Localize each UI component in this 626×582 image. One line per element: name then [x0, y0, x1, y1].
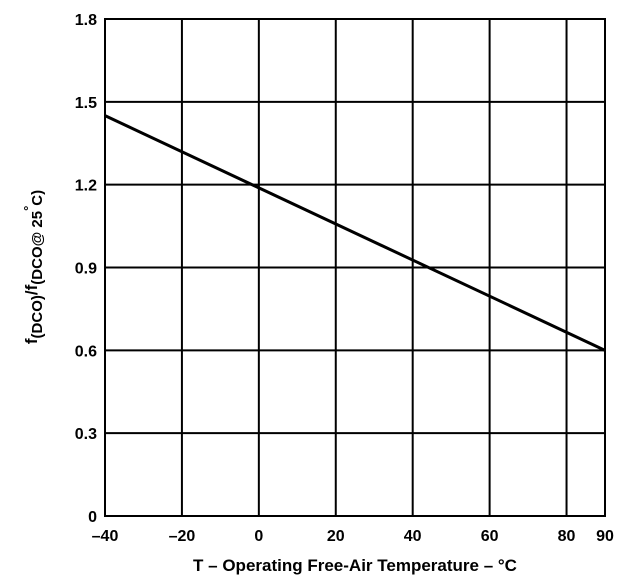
- x-tick-label: 40: [404, 528, 422, 545]
- y-axis-title-sub1: (DCO): [29, 295, 46, 338]
- series-layer: [104, 114, 606, 352]
- grid-lines: [104, 18, 606, 517]
- plot-frame: [104, 18, 606, 517]
- x-tick-label: 20: [327, 528, 345, 545]
- y-tick-labels: 0 0.3 0.6 0.9 1.2 1.5 1.8: [75, 12, 97, 526]
- y-axis-title-f1: f: [22, 338, 41, 344]
- y-tick-label: 0.3: [75, 426, 97, 443]
- x-tick-label: –40: [92, 528, 119, 545]
- y-tick-label: 0: [88, 509, 97, 526]
- y-tick-label: 0.6: [75, 343, 97, 360]
- y-tick-label: 1.2: [75, 178, 97, 195]
- y-axis-title-slash: /f: [22, 284, 41, 295]
- x-tick-label: 0: [254, 528, 263, 545]
- y-tick-label: 1.8: [75, 12, 97, 29]
- series-line: [104, 114, 606, 352]
- y-axis-title-sub2: (DCO@ 25: [29, 211, 46, 285]
- y-tick-label: 1.5: [75, 95, 97, 112]
- x-tick-label: 80: [558, 528, 576, 545]
- y-tick-label: 0.9: [75, 261, 97, 278]
- y-axis-title-deg: °: [21, 206, 36, 211]
- x-tick-label: 90: [596, 528, 614, 545]
- y-axis-title: f(DCO)/f(DCO@ 25°C): [21, 190, 46, 344]
- x-tick-label: –20: [169, 528, 196, 545]
- y-axis-title-sub2end: C): [29, 190, 46, 206]
- x-axis-title: T – Operating Free-Air Temperature – °C: [193, 556, 517, 575]
- x-tick-labels: –40 –20 0 20 40 60 80 90: [92, 528, 614, 545]
- x-tick-label: 60: [481, 528, 499, 545]
